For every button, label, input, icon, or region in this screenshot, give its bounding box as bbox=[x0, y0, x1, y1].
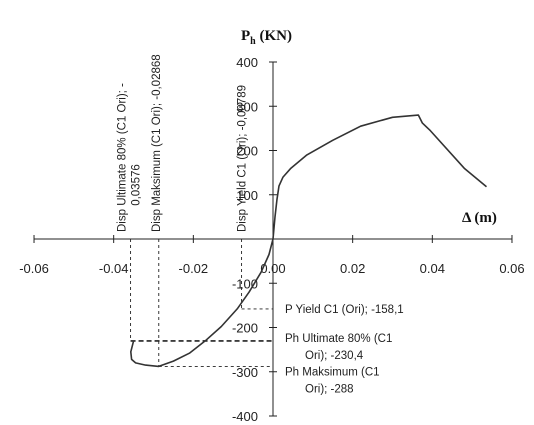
guide-label-vertical: 0,03576 bbox=[131, 164, 143, 206]
guide-label-horizontal: Ori); -230,4 bbox=[305, 350, 364, 362]
x-tick-label: 0.04 bbox=[420, 261, 445, 276]
guide-lines bbox=[131, 239, 273, 366]
guide-label-vertical: Disp Maksimum (C1 Ori); -0,02868 bbox=[151, 54, 163, 232]
y-tick-label: -200 bbox=[232, 321, 258, 336]
x-tick-label: -0.06 bbox=[19, 261, 49, 276]
guide-label-horizontal: Ph Ultimate 80% (C1 bbox=[285, 333, 392, 345]
series bbox=[131, 115, 487, 366]
y-tick-label: -400 bbox=[232, 409, 258, 424]
annotation-labels: Disp Yield C1 (Ori); -0,00789 Disp Maksim… bbox=[117, 54, 404, 395]
guide-label-vertical: Disp Ultimate 80% (C1 Ori); - bbox=[117, 83, 129, 232]
x-axis-title: Δ (m) bbox=[462, 210, 497, 226]
y-axis-title-unit: (KN) bbox=[256, 28, 292, 44]
x-tick-label: -0.02 bbox=[179, 261, 209, 276]
y-tick-label: 400 bbox=[236, 55, 258, 70]
series-line bbox=[131, 115, 487, 366]
y-axis-title-main: P bbox=[241, 28, 250, 44]
guide-label-horizontal: P Yield C1 (Ori); -158,1 bbox=[285, 304, 404, 316]
guide-label-horizontal: Ori); -288 bbox=[305, 383, 354, 395]
x-tick-label: 0.00 bbox=[260, 261, 285, 276]
x-tick-label: 0.06 bbox=[499, 261, 524, 276]
guide-label-horizontal: Ph Maksimum (C1 bbox=[285, 366, 380, 378]
x-tick-label: 0.02 bbox=[340, 261, 365, 276]
x-tick-label: -0.04 bbox=[99, 261, 129, 276]
y-tick-label: -300 bbox=[232, 365, 258, 380]
guide-label-vertical: Disp Yield C1 (Ori); -0,00789 bbox=[237, 85, 249, 232]
y-axis-title: Ph (KN) bbox=[241, 28, 292, 47]
